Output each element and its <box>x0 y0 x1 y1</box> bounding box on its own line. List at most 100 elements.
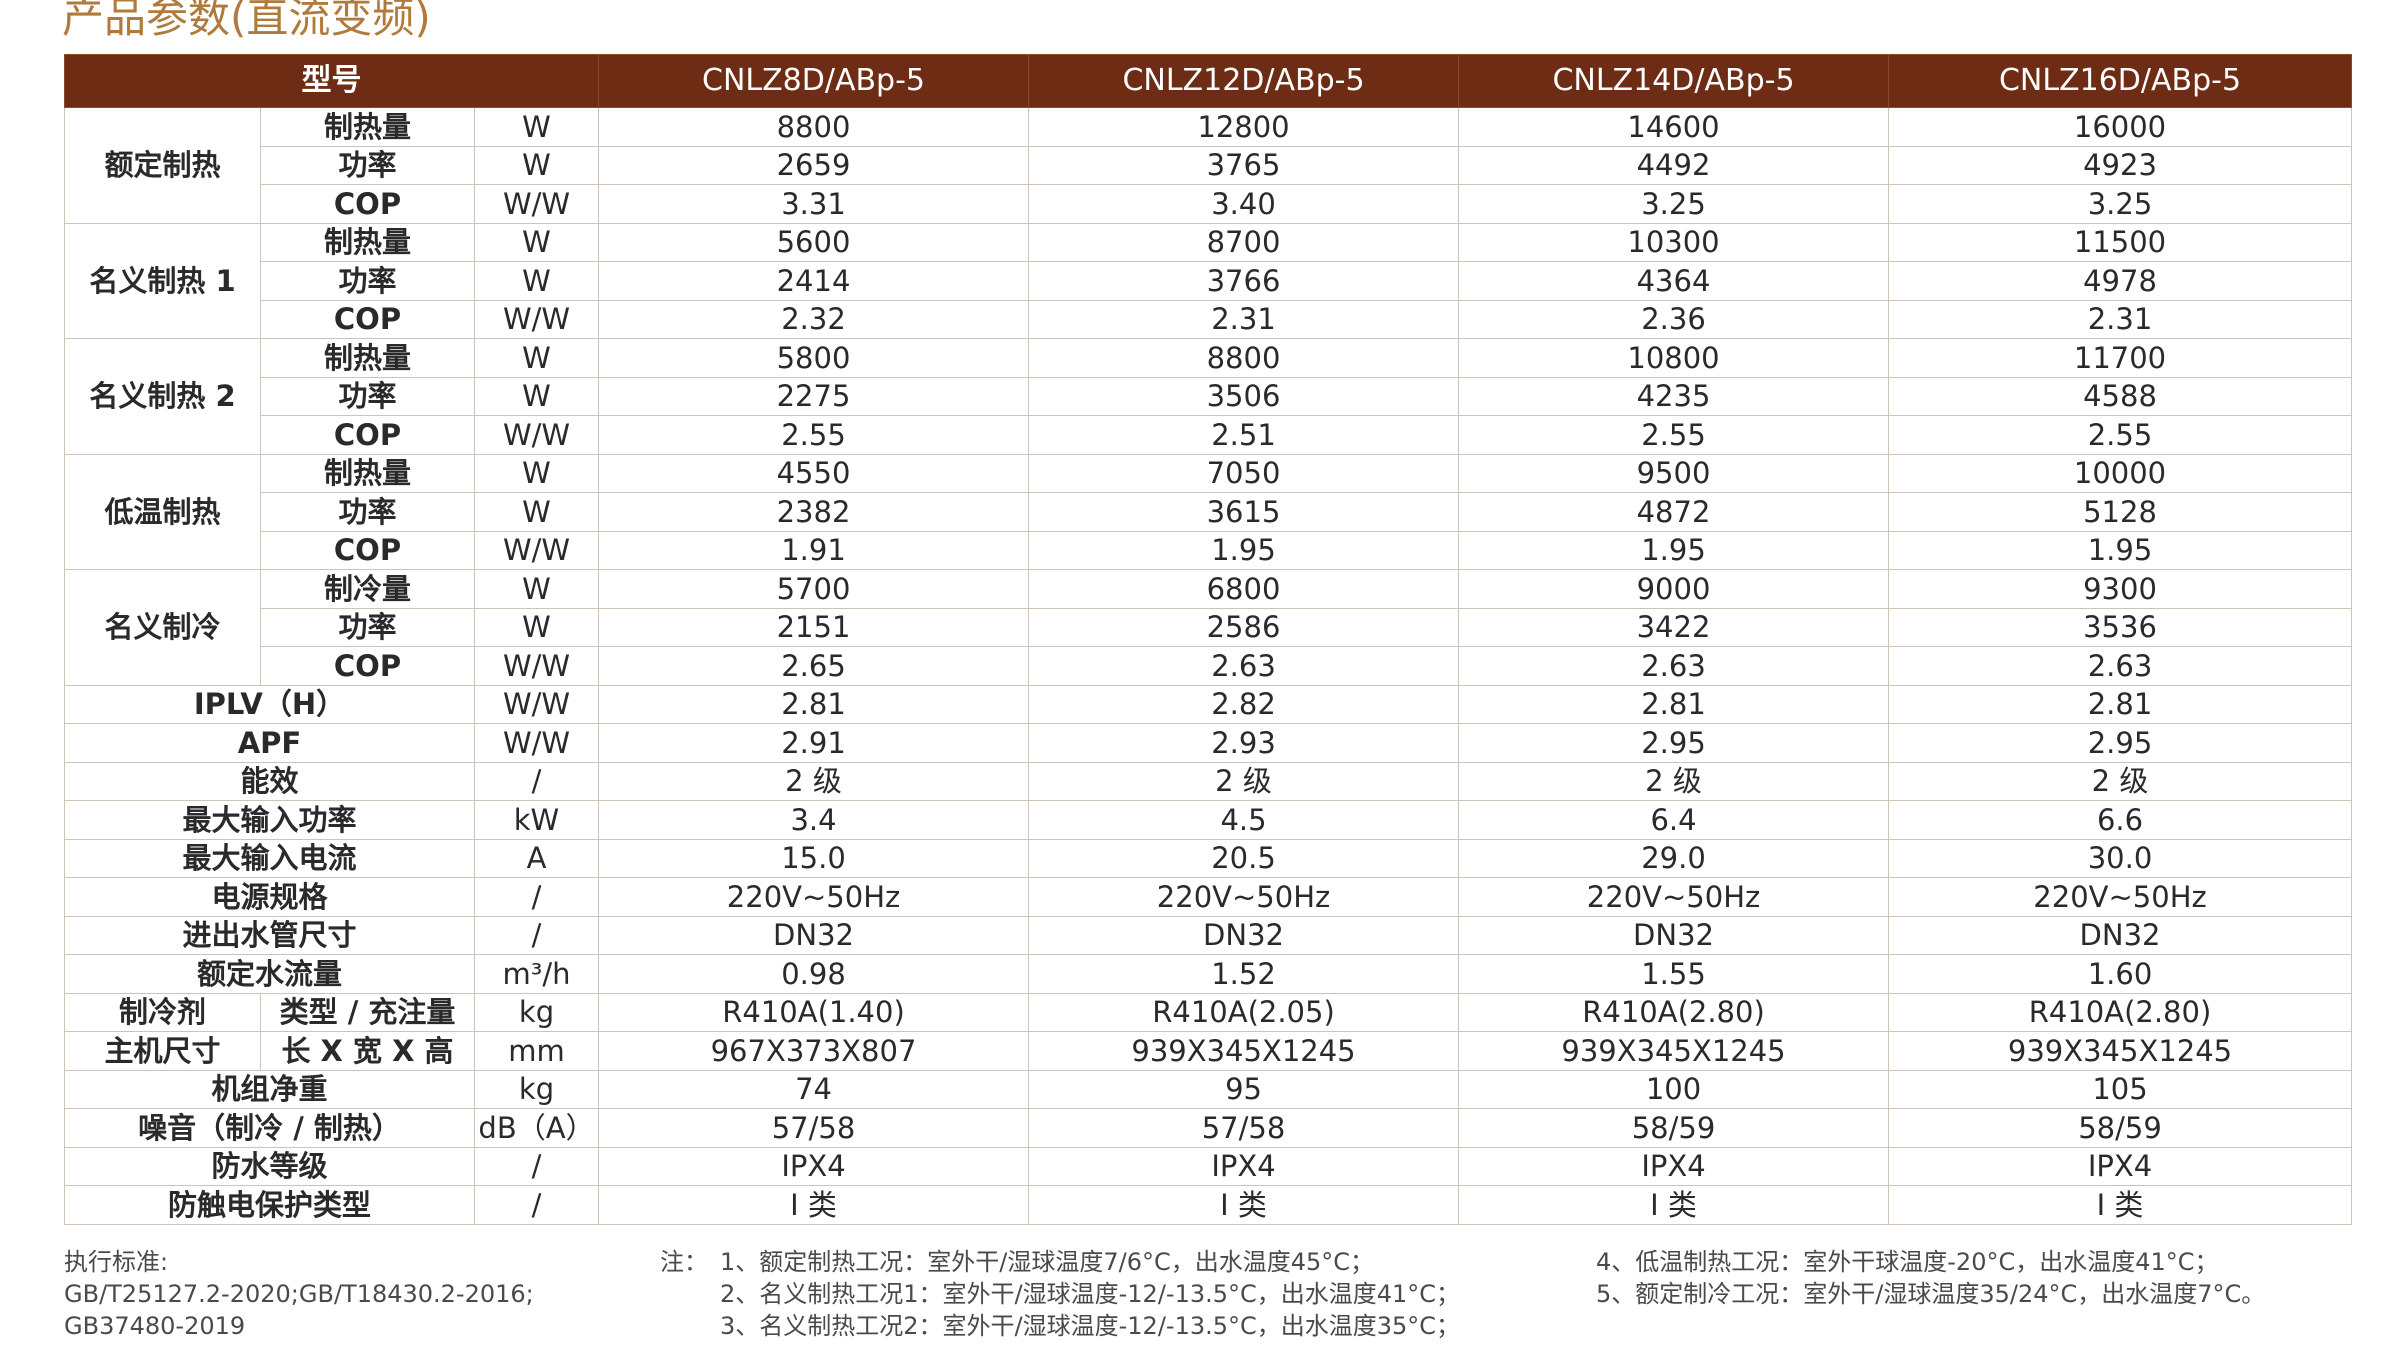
row-sublabel: COP <box>260 299 475 339</box>
table-row: 主机尺寸长 X 宽 X 高 mm 967X373X807 939X345X1245 93… <box>64 1031 2353 1071</box>
value-cell: R410A(1.40) <box>598 992 1030 1032</box>
table-row: 功率 W 2275 3506 4235 4588 <box>65 376 2353 416</box>
unit-cell: W/W <box>473 530 600 570</box>
note-line: 5、额定制冷工况：室外干/湿球温度35/24°C，出水温度7°C。 <box>1596 1280 2266 1308</box>
value-cell: 2.81 <box>598 684 1030 724</box>
row-sublabel: 功率 <box>260 145 475 185</box>
value-cell: 3615 <box>1028 492 1460 532</box>
table-row: 功率 W 2151 2586 3422 3536 <box>65 607 2353 647</box>
value-cell: 6.4 <box>1458 800 1890 840</box>
value-cell: DN32 <box>1028 915 1460 955</box>
value-cell: 95 <box>1028 1069 1460 1109</box>
value-cell: 10300 <box>1458 222 1890 262</box>
unit-cell: / <box>473 761 600 801</box>
value-cell: IPX4 <box>1458 1146 1890 1186</box>
value-cell: 939X345X1245 <box>1458 1031 1890 1071</box>
value-cell: 6.6 <box>1888 800 2353 840</box>
value-cell: 2 级 <box>1458 761 1890 801</box>
value-cell: 2.95 <box>1458 723 1890 763</box>
value-cell: 967X373X807 <box>598 1031 1030 1071</box>
value-cell: 2.91 <box>598 723 1030 763</box>
value-cell: 3765 <box>1028 145 1460 185</box>
spec-table: 型号 CNLZ8D/ABp-5 CNLZ12D/ABp-5 CNLZ14D/AB… <box>63 54 2353 1225</box>
table-row: 功率 W 2382 3615 4872 5128 <box>65 492 2353 532</box>
value-cell: 0.98 <box>598 954 1030 994</box>
note-line: 2、名义制热工况1：室外干/湿球温度-12/-13.5°C，出水温度41°C； <box>720 1280 1461 1308</box>
unit-cell: W/W <box>473 415 600 455</box>
value-cell: 2.82 <box>1028 684 1460 724</box>
row-sublabel: 功率 <box>260 376 475 416</box>
value-cell: 4492 <box>1458 145 1890 185</box>
row-sublabel: 功率 <box>260 261 475 301</box>
standards-line: 执行标准: <box>64 1248 169 1276</box>
row-label: 能效 <box>64 761 475 801</box>
unit-cell: kW <box>473 800 600 840</box>
value-cell: 57/58 <box>1028 1108 1460 1148</box>
value-cell: 1.52 <box>1028 954 1460 994</box>
value-cell: 2.63 <box>1458 646 1890 686</box>
value-cell: 3422 <box>1458 607 1890 647</box>
row-label: 电源规格 <box>64 877 475 917</box>
value-cell: 220V~50Hz <box>1028 877 1460 917</box>
value-cell: 8700 <box>1028 222 1460 262</box>
value-cell: 1.60 <box>1888 954 2353 994</box>
value-cell: 2 级 <box>598 761 1030 801</box>
value-cell: 58/59 <box>1458 1108 1890 1148</box>
value-cell: 2.81 <box>1458 684 1890 724</box>
row-label: 防水等级 <box>64 1146 475 1186</box>
value-cell: 3536 <box>1888 607 2353 647</box>
group-label: 名义制热 1 <box>64 222 261 339</box>
value-cell: R410A(2.80) <box>1888 992 2353 1032</box>
value-cell: 2.32 <box>598 299 1030 339</box>
value-cell: 3506 <box>1028 376 1460 416</box>
table-row: COP W/W 1.91 1.95 1.95 1.95 <box>65 530 2353 570</box>
table-row: 额定制热 制热量 W 8800 12800 14600 16000 <box>64 107 2353 224</box>
notes-block-2: 4、低温制热工况：室外干球温度-20°C，出水温度41°C； 5、额定制冷工况：… <box>1596 1246 2265 1310</box>
value-cell: 2586 <box>1028 607 1460 647</box>
unit-cell: W <box>473 145 600 185</box>
value-cell: 8800 <box>1028 338 1460 378</box>
value-cell: 2.81 <box>1888 684 2353 724</box>
unit-cell: / <box>473 877 600 917</box>
model-header: CNLZ16D/ABp-5 <box>1888 54 2353 108</box>
value-cell: 220V~50Hz <box>1458 877 1890 917</box>
value-cell: DN32 <box>598 915 1030 955</box>
value-cell: 2.31 <box>1888 299 2353 339</box>
unit-cell: dB（A） <box>473 1108 600 1148</box>
value-cell: 3.4 <box>598 800 1030 840</box>
value-cell: 5800 <box>598 338 1030 378</box>
row-sublabel: COP <box>260 530 475 570</box>
value-cell: 100 <box>1458 1069 1890 1109</box>
table-row: 防水等级 / IPX4 IPX4 IPX4 IPX4 <box>64 1146 2353 1186</box>
value-cell: 15.0 <box>598 838 1030 878</box>
value-cell: 2275 <box>598 376 1030 416</box>
value-cell: 1.95 <box>1888 530 2353 570</box>
row-label: 进出水管尺寸 <box>64 915 475 955</box>
row-sublabel: 长 X 宽 X 高 <box>260 1031 475 1071</box>
value-cell: 4872 <box>1458 492 1890 532</box>
value-cell: 1.55 <box>1458 954 1890 994</box>
unit-cell: mm <box>473 1031 600 1071</box>
value-cell: I 类 <box>1888 1185 2353 1225</box>
value-cell: 2.95 <box>1888 723 2353 763</box>
value-cell: DN32 <box>1888 915 2353 955</box>
table-row: COP W/W 2.65 2.63 2.63 2.63 <box>65 646 2353 686</box>
row-label: 制冷剂 <box>64 992 261 1032</box>
row-sublabel: 功率 <box>260 607 475 647</box>
value-cell: 1.91 <box>598 530 1030 570</box>
row-sublabel: COP <box>260 184 475 224</box>
value-cell: 9500 <box>1458 453 1890 493</box>
table-row: 功率 W 2659 3765 4492 4923 <box>65 145 2353 185</box>
value-cell: 4923 <box>1888 145 2353 185</box>
value-cell: 10000 <box>1888 453 2353 493</box>
value-cell: IPX4 <box>1028 1146 1460 1186</box>
row-label: IPLV（H） <box>64 684 475 724</box>
value-cell: 2.36 <box>1458 299 1890 339</box>
group-label: 额定制热 <box>64 107 261 224</box>
value-cell: R410A(2.80) <box>1458 992 1890 1032</box>
unit-cell: / <box>473 915 600 955</box>
notes-prefix: 注： <box>660 1248 708 1276</box>
value-cell: 2.31 <box>1028 299 1460 339</box>
